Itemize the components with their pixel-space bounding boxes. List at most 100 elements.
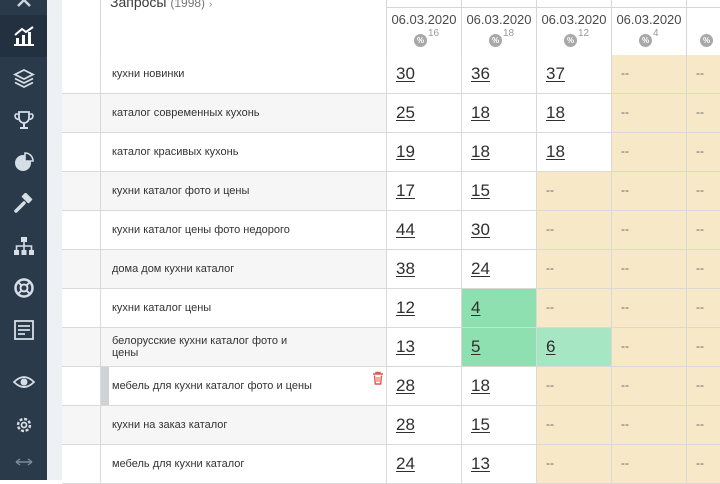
row-select-cell[interactable] [62,55,101,93]
position-value[interactable]: 18 [546,142,565,161]
table-row[interactable]: мебель для кухни каталог 24 13 -- -- -- [62,445,720,484]
position-value[interactable]: 5 [471,337,481,356]
percent-icon[interactable]: % [564,34,577,47]
date-column-1[interactable]: 06.03.2020 % 16 [386,0,461,55]
position-cell[interactable]: 15 [461,172,537,210]
chart-up-icon[interactable] [0,15,47,57]
row-select-cell[interactable] [62,367,101,405]
queries-title[interactable]: Запросы (1998) › [110,0,212,10]
percent-icon[interactable]: % [414,34,427,47]
date-column-3[interactable]: 06.03.2020 % 12 [536,0,611,55]
sort-icon[interactable]: › [208,0,213,10]
position-value[interactable]: 15 [471,181,490,200]
position-value[interactable]: 24 [471,259,490,278]
position-value[interactable]: 18 [471,142,490,161]
table-row[interactable]: кухни новинки 30 36 37 -- -- [62,55,720,94]
query-cell[interactable]: каталог современных кухонь [101,94,387,132]
position-value[interactable]: 15 [471,415,490,434]
query-text[interactable]: дома дом кухни каталог [112,263,235,275]
position-cell[interactable]: 28 [386,367,462,405]
query-cell[interactable]: дома дом кухни каталог [101,250,387,288]
position-cell[interactable]: 30 [386,55,462,93]
position-cell[interactable]: 24 [386,445,462,483]
position-value[interactable]: 4 [471,298,481,317]
position-cell[interactable]: 12 [386,289,462,327]
checklist-icon[interactable] [0,309,47,351]
eye-icon[interactable] [0,361,47,403]
table-row[interactable]: кухни каталог цены фото недорого 44 30 -- --… [62,211,720,250]
position-cell[interactable]: 44 [386,211,462,249]
query-cell[interactable]: белорусские кухни каталог фото и цены [101,328,387,366]
row-select-cell[interactable] [62,211,101,249]
position-cell[interactable]: 30 [461,211,537,249]
position-cell[interactable]: 18 [536,94,612,132]
query-text[interactable]: белорусские кухни каталог фото и цены [112,335,288,359]
row-select-cell[interactable] [62,328,101,366]
table-row[interactable]: белорусские кухни каталог фото и цены 13 5… [62,328,720,367]
hammer-icon[interactable] [0,183,47,225]
percent-icon[interactable]: % [639,34,652,47]
date-column-2[interactable]: 06.03.2020 % 18 [461,0,536,55]
query-text[interactable]: мебель для кухни каталог фото и цены [112,380,312,392]
query-cell[interactable]: кухни каталог фото и цены [101,172,387,210]
row-select-cell[interactable] [62,94,101,132]
position-cell[interactable]: 36 [461,55,537,93]
query-text[interactable]: каталог современных кухонь [112,107,260,119]
position-value[interactable]: 18 [546,103,565,122]
position-cell[interactable]: 17 [386,172,462,210]
position-cell[interactable]: 18 [461,367,537,405]
position-value[interactable]: 6 [546,337,556,356]
position-cell[interactable]: 15 [461,406,537,444]
query-cell[interactable]: кухни новинки [101,55,387,93]
row-select-cell[interactable] [62,445,101,483]
table-row[interactable]: кухни каталог фото и цены 17 15 -- -- -- [62,172,720,211]
query-cell[interactable]: кухни каталог цены фото недорого [101,211,387,249]
query-cell[interactable]: кухни на заказ каталог [101,406,387,444]
position-cell[interactable]: 4 [461,289,537,327]
percent-icon[interactable]: % [700,34,713,47]
query-cell[interactable]: каталог красивых кухонь [101,133,387,171]
position-value[interactable]: 13 [396,337,415,356]
gear-icon[interactable] [0,404,47,446]
query-text[interactable]: кухни каталог цены [112,302,212,314]
table-row[interactable]: каталог красивых кухонь 19 18 18 -- -- [62,133,720,172]
layers-icon[interactable] [0,57,47,99]
query-cell[interactable]: мебель для кухни каталог [101,445,387,483]
query-text[interactable]: кухни на заказ каталог [112,419,228,431]
position-cell[interactable]: 19 [386,133,462,171]
position-cell[interactable]: 13 [386,328,462,366]
query-cell[interactable]: кухни каталог цены [101,289,387,327]
date-column-4[interactable]: 06.03.2020 % 4 [611,0,686,55]
position-value[interactable]: 37 [546,64,565,83]
table-row[interactable]: мебель для кухни каталог фото и цены 28 18… [62,367,720,406]
sitemap-icon[interactable] [0,225,47,267]
trash-icon[interactable] [372,371,384,390]
arrows-horizontal-icon[interactable] [0,454,47,472]
table-row[interactable]: кухни на заказ каталог 28 15 -- -- -- [62,406,720,445]
lifebuoy-icon[interactable] [0,267,47,309]
row-select-cell[interactable] [62,406,101,444]
row-select-cell[interactable] [62,133,101,171]
query-text[interactable]: мебель для кухни каталог [112,458,245,470]
date-column-5[interactable]: % [686,0,720,55]
position-cell[interactable]: 25 [386,94,462,132]
position-value[interactable]: 25 [396,103,415,122]
trophy-icon[interactable] [0,99,47,141]
table-row[interactable]: каталог современных кухонь 25 18 18 -- -- [62,94,720,133]
position-cell[interactable]: 38 [386,250,462,288]
position-value[interactable]: 28 [396,415,415,434]
position-value[interactable]: 13 [471,454,490,473]
position-value[interactable]: 36 [471,64,490,83]
position-value[interactable]: 17 [396,181,415,200]
table-row[interactable]: кухни каталог цены 12 4 -- -- -- [62,289,720,328]
row-select-cell[interactable] [62,250,101,288]
table-row[interactable]: дома дом кухни каталог 38 24 -- -- -- [62,250,720,289]
position-cell[interactable]: 18 [461,94,537,132]
query-cell[interactable]: мебель для кухни каталог фото и цены [101,367,387,405]
position-value[interactable]: 19 [396,142,415,161]
pie-chart-icon[interactable] [0,141,47,183]
position-value[interactable]: 38 [396,259,415,278]
partial-top-icon[interactable] [0,0,47,24]
row-select-cell[interactable] [62,172,101,210]
position-value[interactable]: 28 [396,376,415,395]
